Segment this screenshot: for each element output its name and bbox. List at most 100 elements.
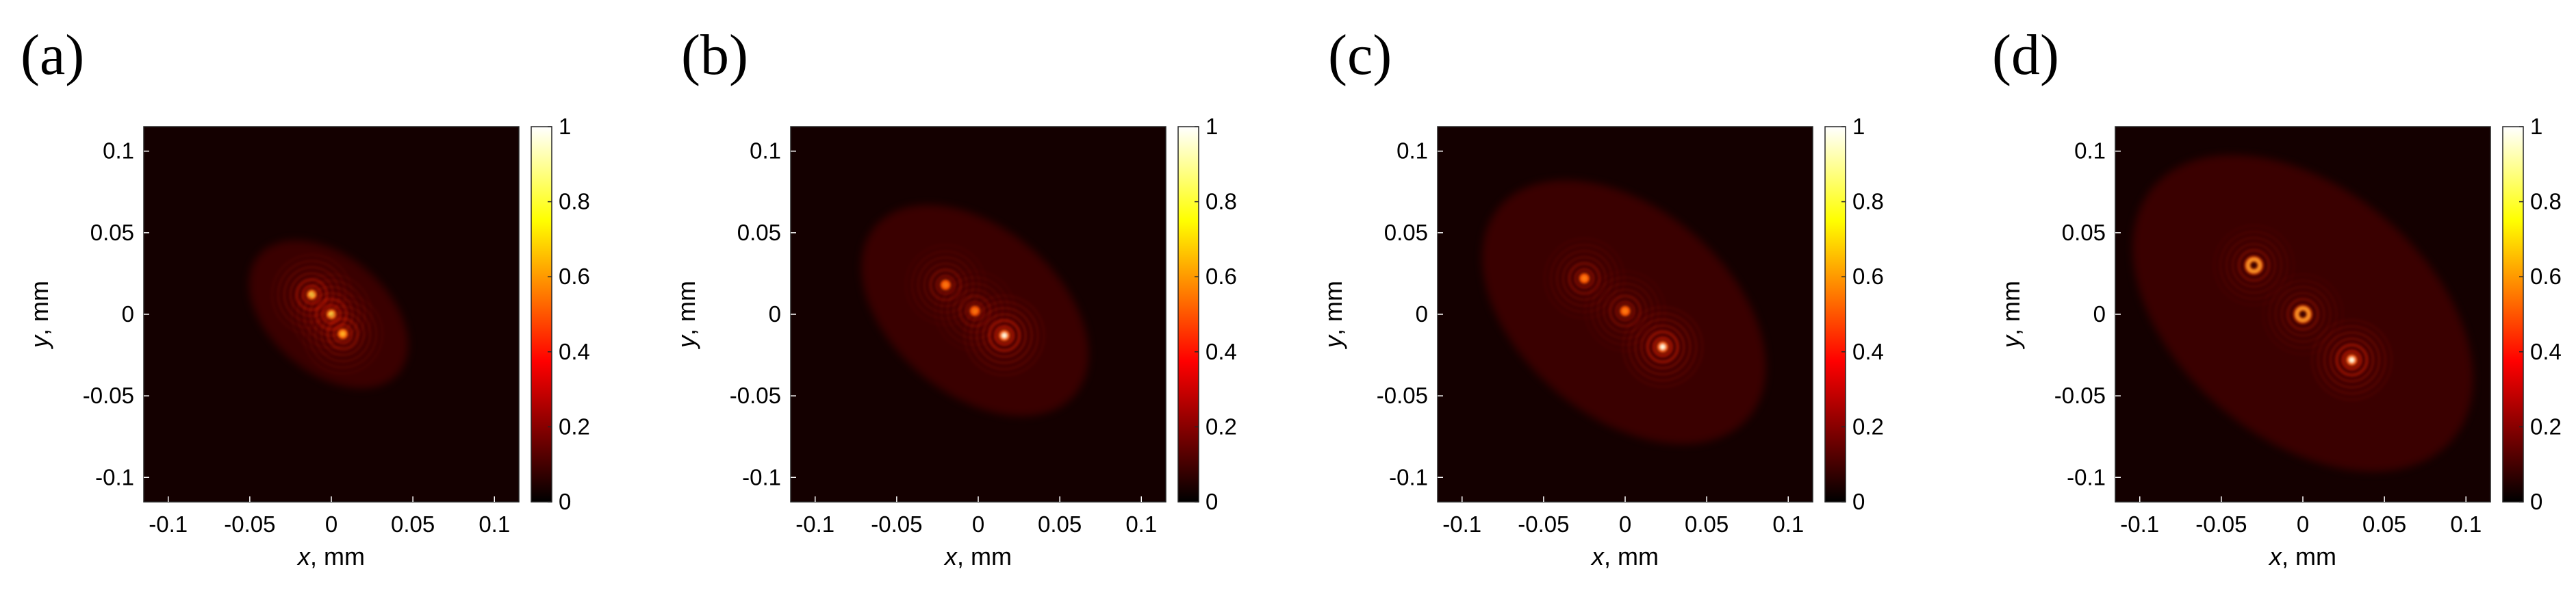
colorbar-tick-label: 0.4 xyxy=(1852,339,1884,364)
diffraction-ring xyxy=(1583,269,1667,353)
y-tick-label: 0.05 xyxy=(2062,220,2106,245)
colorbar-tick-label: 0 xyxy=(559,489,571,514)
intensity-field xyxy=(249,240,409,388)
x-axis-label: x, mm xyxy=(296,542,365,570)
diffraction-ring xyxy=(1652,336,1674,357)
panel-label: (c) xyxy=(1328,23,1392,87)
x-tick-label: 0.05 xyxy=(1038,511,1082,537)
y-axis-variable: y xyxy=(1319,334,1347,350)
y-axis-label: y, mm xyxy=(1997,281,2025,350)
y-axis-variable: y xyxy=(25,334,53,350)
diffraction-ring xyxy=(320,311,366,357)
colorbar-tick-label: 0.2 xyxy=(559,414,590,439)
diffraction-ring xyxy=(987,318,1021,353)
colorbar-tick-label: 0 xyxy=(2530,489,2542,514)
y-tick-label: 0 xyxy=(2093,301,2106,327)
diffraction-ring xyxy=(1621,305,1705,388)
intensity-peak xyxy=(339,330,346,338)
diffraction-ring xyxy=(1614,300,1636,322)
y-tick-label: 0.05 xyxy=(737,220,781,245)
diffraction-ring xyxy=(1561,255,1607,301)
y-tick-label: -0.1 xyxy=(2067,464,2106,490)
panel-c: (c)-0.1 -0.05 0 0.05 0.10.10.050-0.05-0.1x, … xyxy=(1319,23,1884,570)
diffraction-ring xyxy=(301,292,384,375)
x-tick-label: 0.05 xyxy=(1685,511,1729,537)
diffraction-ring xyxy=(2237,249,2271,282)
x-tick-label: -0.1 xyxy=(149,511,188,537)
colorbar-tick-label: 0.6 xyxy=(1206,264,1237,289)
x-tick-label: 0.05 xyxy=(391,511,435,537)
diffraction-ring xyxy=(1574,268,1595,289)
colorbar-tick-label: 1 xyxy=(1206,114,1218,139)
y-tick-label: 0.1 xyxy=(1397,138,1428,164)
intensity-peak xyxy=(1622,307,1629,315)
diffraction-ring xyxy=(2329,337,2375,383)
x-axis-variable: x xyxy=(2268,542,2283,570)
diffraction-ring xyxy=(962,294,1046,377)
x-axis-variable: x xyxy=(1590,542,1605,570)
diffraction-ring xyxy=(2273,285,2332,344)
diffraction-ring xyxy=(2323,331,2381,389)
y-tick-label: -0.1 xyxy=(742,464,781,490)
y-axis-unit: , mm xyxy=(1319,281,1347,336)
colorbar-tick-label: 0.4 xyxy=(2530,339,2562,364)
intensity-peak xyxy=(1001,331,1008,339)
colorbar-tick-label: 0.2 xyxy=(1206,414,1237,439)
y-tick-label: 0 xyxy=(122,301,134,327)
diffraction-ring xyxy=(952,288,998,334)
diffraction-ring xyxy=(981,312,1028,359)
x-tick-label: 0 xyxy=(2297,511,2309,537)
x-axis-label: x, mm xyxy=(2268,542,2336,570)
y-tick-label: -0.05 xyxy=(2054,383,2106,408)
x-axis-unit: , mm xyxy=(1604,542,1659,570)
diffraction-ring xyxy=(1646,330,1680,364)
panel-label: (d) xyxy=(1992,23,2059,87)
colorbar-tick-label: 0.2 xyxy=(1852,414,1884,439)
colorbar-frame xyxy=(1177,126,1199,503)
diffraction-ring xyxy=(975,306,1034,365)
diffraction-ring xyxy=(2231,242,2277,288)
x-tick-label: 0.1 xyxy=(1125,511,1157,537)
x-tick-label: -0.05 xyxy=(1518,511,1569,537)
panel-label: (b) xyxy=(681,23,748,87)
colorbar-frame xyxy=(1824,126,1846,503)
colorbar-tick-label: 0.8 xyxy=(559,189,590,214)
colorbar-tick-label: 0 xyxy=(1206,489,1218,514)
y-axis-label: y, mm xyxy=(25,281,53,350)
x-axis-unit: , mm xyxy=(310,542,365,570)
y-axis-variable: y xyxy=(1997,334,2025,350)
diffraction-ring xyxy=(296,279,367,350)
colorbar-frame xyxy=(531,126,552,503)
y-tick-label: -0.05 xyxy=(1377,383,1428,408)
diffraction-ring xyxy=(929,268,962,302)
colorbar-tick-label: 0 xyxy=(1852,489,1865,514)
colorbar-tick-label: 1 xyxy=(1852,114,1865,139)
y-axis-label: y, mm xyxy=(1319,281,1347,350)
diffraction-ring xyxy=(2286,297,2320,331)
colorbar-tick-label: 0.8 xyxy=(1852,189,1884,214)
diffraction-ring xyxy=(2225,236,2283,294)
x-tick-label: -0.05 xyxy=(224,511,275,537)
diffraction-ring xyxy=(1627,312,1698,382)
diffraction-ring xyxy=(1633,318,1692,376)
y-tick-label: -0.1 xyxy=(1389,464,1428,490)
diffraction-ring xyxy=(2335,343,2369,377)
y-tick-label: -0.05 xyxy=(83,383,134,408)
intensity-field xyxy=(1482,180,1766,444)
colorbar xyxy=(1825,127,1846,502)
colorbar-tick-label: 1 xyxy=(2530,114,2542,139)
y-axis-unit: , mm xyxy=(672,281,700,336)
diffraction-ring xyxy=(2219,230,2289,301)
x-axis-variable: x xyxy=(943,542,958,570)
colorbar-tick-label: 0.8 xyxy=(1206,189,1237,214)
y-tick-label: -0.05 xyxy=(730,383,781,408)
diffraction-ring xyxy=(314,305,372,363)
diffraction-ring xyxy=(939,275,1010,346)
diffraction-ring xyxy=(2261,273,2345,356)
y-tick-label: 0.05 xyxy=(1384,220,1428,245)
diffraction-ring xyxy=(2243,255,2265,276)
y-tick-label: 0 xyxy=(1416,301,1428,327)
x-axis-label: x, mm xyxy=(943,542,1012,570)
y-tick-label: 0.1 xyxy=(2074,138,2106,164)
